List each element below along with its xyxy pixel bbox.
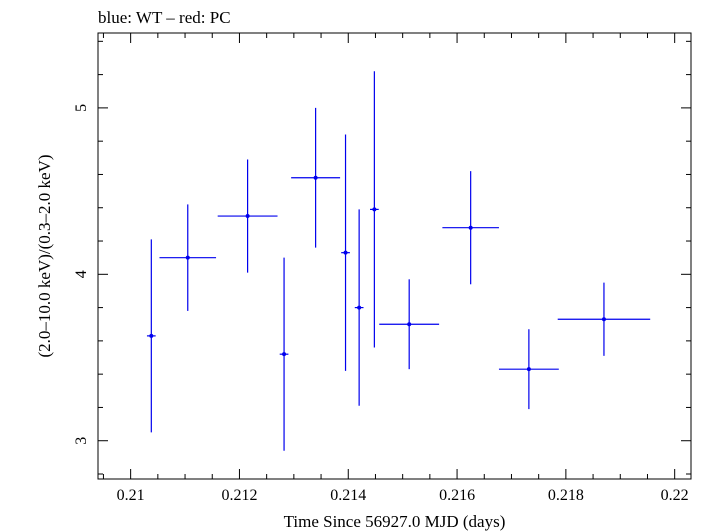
point-marker: [468, 225, 473, 230]
x-axis: 0.21 0.212 0.214 0.216 0.218 0.22: [102, 33, 689, 504]
y-axis-label: (2.0–10.0 keV)/(0.3–2.0 keV): [35, 154, 54, 357]
x-tick-label: 0.214: [330, 487, 366, 504]
point-marker: [601, 317, 606, 322]
chart-title: blue: WT – red: PC: [98, 8, 231, 27]
point-marker: [149, 333, 154, 338]
data-point: [291, 107, 341, 248]
y-axis: 3 4 5: [73, 40, 691, 475]
data-point: [557, 282, 651, 356]
x-axis-label: Time Since 56927.0 MJD (days): [284, 512, 506, 531]
x-tick-label: 0.216: [439, 487, 475, 504]
data-point: [279, 257, 289, 451]
y-tick-label: 3: [73, 437, 90, 445]
data-point: [498, 329, 559, 410]
x-tick-label: 0.21: [117, 487, 145, 504]
point-marker: [372, 207, 377, 212]
data-series-wt: [146, 71, 651, 451]
y-tick-label: 4: [73, 270, 90, 278]
data-point: [354, 209, 364, 406]
point-marker: [357, 305, 362, 310]
point-marker: [526, 367, 531, 372]
data-point: [159, 204, 217, 311]
plot-frame: [97, 32, 692, 480]
point-marker: [407, 322, 412, 327]
point-marker: [313, 175, 318, 180]
x-tick-label: 0.22: [661, 487, 689, 504]
y-tick-label: 5: [73, 104, 90, 112]
data-point: [370, 71, 379, 348]
data-point: [341, 134, 350, 371]
point-marker: [343, 250, 348, 255]
data-point: [217, 159, 278, 273]
x-tick-label: 0.218: [548, 487, 584, 504]
point-marker: [245, 214, 250, 219]
x-tick-label: 0.212: [221, 487, 257, 504]
point-marker: [282, 352, 287, 357]
data-point: [442, 171, 499, 285]
data-point: [379, 279, 440, 370]
data-point: [146, 239, 156, 433]
point-marker: [185, 255, 190, 260]
